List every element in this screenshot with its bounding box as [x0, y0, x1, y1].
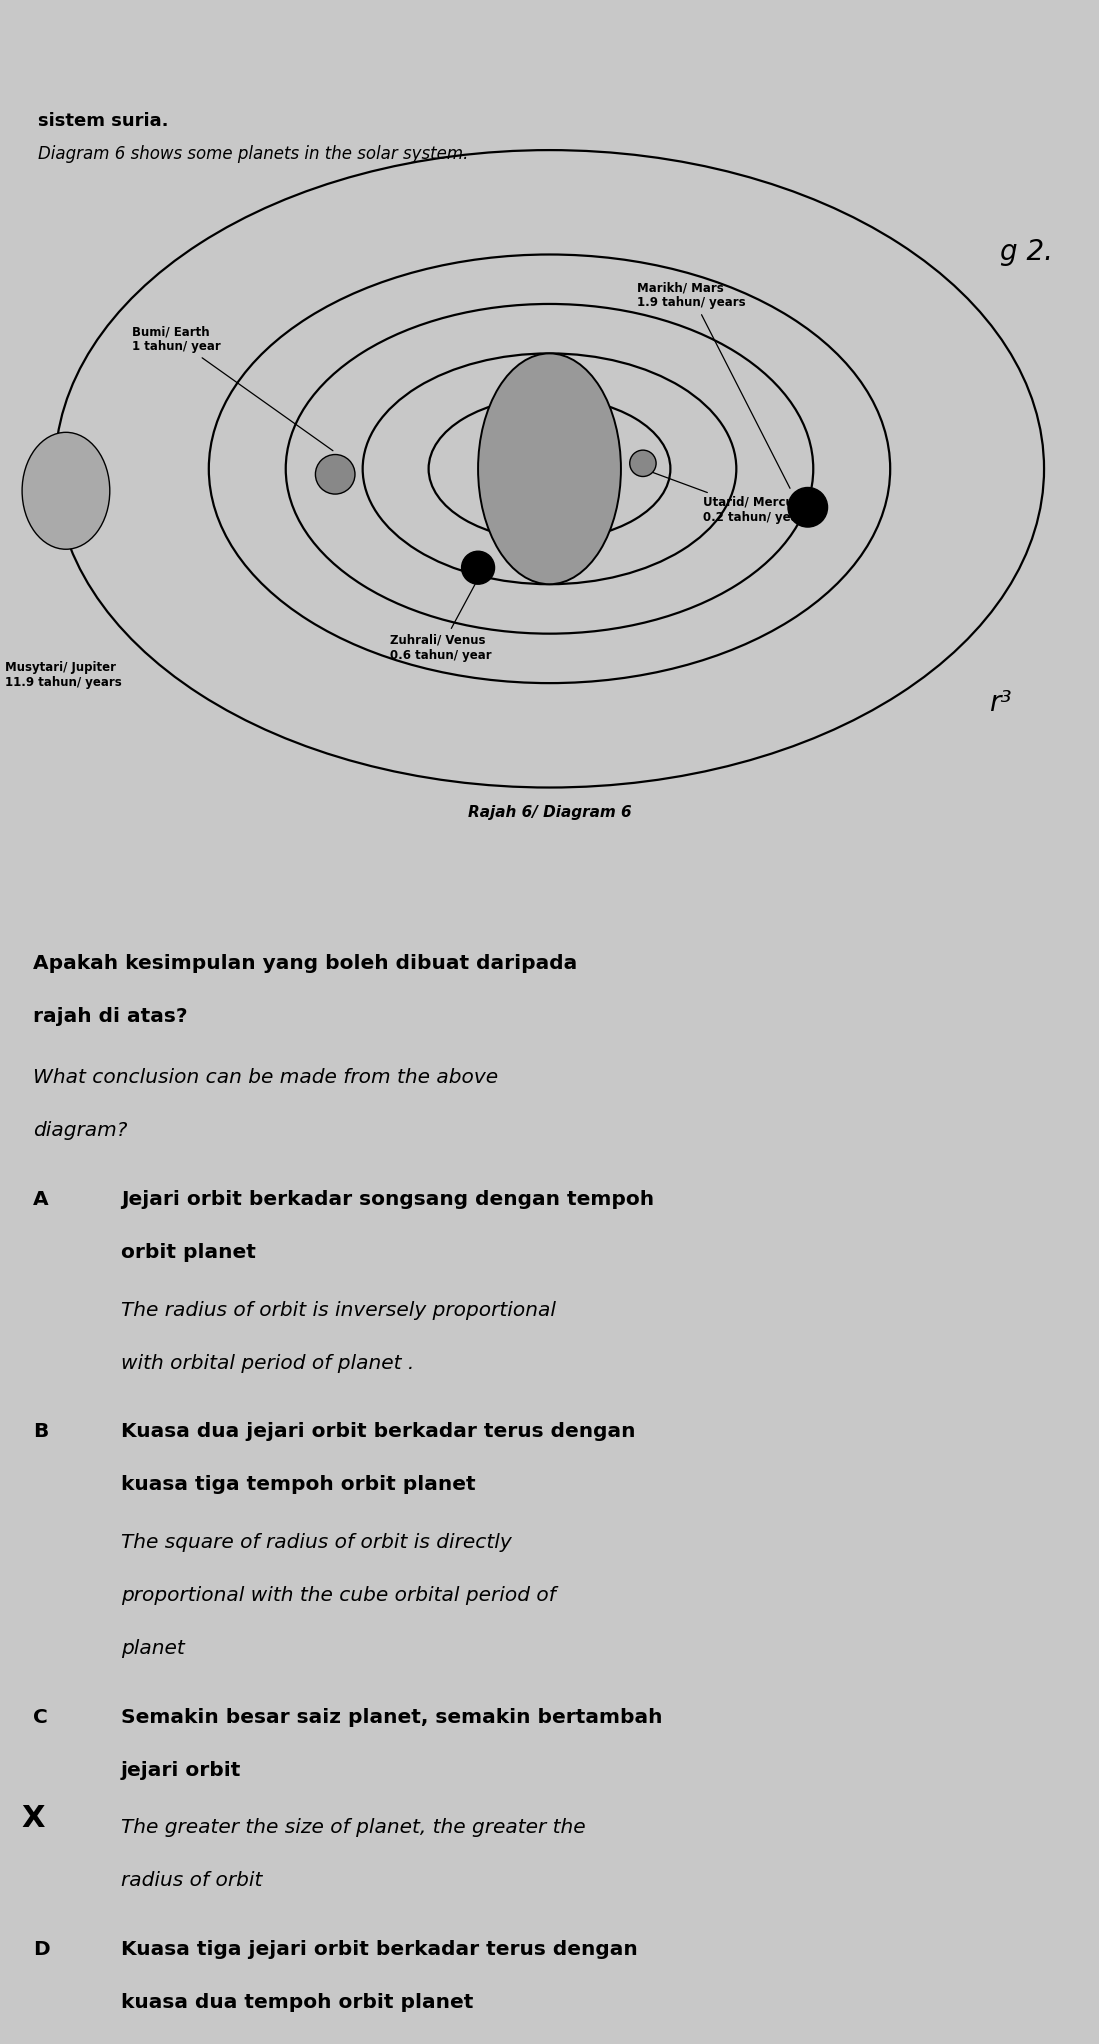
- Text: Bumi/ Earth
1 tahun/ year: Bumi/ Earth 1 tahun/ year: [132, 325, 333, 452]
- Text: radius of orbit: radius of orbit: [121, 1872, 263, 1891]
- Text: proportional with the cube orbital period of: proportional with the cube orbital perio…: [121, 1586, 556, 1605]
- Text: C: C: [33, 1707, 47, 1727]
- Text: Zuhrali/ Venus
0.6 tahun/ year: Zuhrali/ Venus 0.6 tahun/ year: [390, 580, 491, 662]
- Text: Marikh/ Mars
1.9 tahun/ years: Marikh/ Mars 1.9 tahun/ years: [637, 282, 790, 489]
- Text: kuasa dua tempoh orbit planet: kuasa dua tempoh orbit planet: [121, 1993, 474, 2011]
- Text: orbit planet: orbit planet: [121, 1243, 256, 1261]
- Circle shape: [630, 450, 656, 476]
- Text: The radius of orbit is inversely proportional: The radius of orbit is inversely proport…: [121, 1300, 556, 1320]
- Text: Musytari/ Jupiter
11.9 tahun/ years: Musytari/ Jupiter 11.9 tahun/ years: [5, 660, 122, 689]
- Text: D: D: [33, 1940, 49, 1958]
- Text: sistem suria.: sistem suria.: [38, 112, 169, 129]
- Text: The greater the size of planet, the greater the: The greater the size of planet, the grea…: [121, 1819, 586, 1838]
- Text: Jejari orbit berkadar songsang dengan tempoh: Jejari orbit berkadar songsang dengan te…: [121, 1190, 654, 1208]
- Text: diagram?: diagram?: [33, 1122, 127, 1141]
- Text: X: X: [21, 1803, 45, 1833]
- Text: Kuasa tiga jejari orbit berkadar terus dengan: Kuasa tiga jejari orbit berkadar terus d…: [121, 1940, 637, 1958]
- Text: Diagram 6 shows some planets in the solar system.: Diagram 6 shows some planets in the sola…: [38, 145, 469, 164]
- Text: Kuasa dua jejari orbit berkadar terus dengan: Kuasa dua jejari orbit berkadar terus de…: [121, 1423, 635, 1441]
- Text: jejari orbit: jejari orbit: [121, 1760, 242, 1780]
- Text: with orbital period of planet .: with orbital period of planet .: [121, 1353, 414, 1374]
- Text: Rajah 6/ Diagram 6: Rajah 6/ Diagram 6: [468, 805, 631, 820]
- Ellipse shape: [478, 354, 621, 585]
- Text: Utarid/ Mercury
0.2 tahun/ year: Utarid/ Mercury 0.2 tahun/ year: [645, 470, 808, 523]
- Ellipse shape: [22, 433, 110, 550]
- Text: What conclusion can be made from the above: What conclusion can be made from the abo…: [33, 1069, 498, 1087]
- Text: kuasa tiga tempoh orbit planet: kuasa tiga tempoh orbit planet: [121, 1476, 476, 1494]
- Text: planet: planet: [121, 1639, 185, 1658]
- Circle shape: [462, 552, 495, 585]
- Text: A: A: [33, 1190, 48, 1208]
- Circle shape: [315, 454, 355, 495]
- Circle shape: [788, 486, 828, 527]
- Text: rajah di atas?: rajah di atas?: [33, 1008, 188, 1026]
- Text: B: B: [33, 1423, 48, 1441]
- Text: r³: r³: [989, 689, 1011, 717]
- Text: Semakin besar saiz planet, semakin bertambah: Semakin besar saiz planet, semakin berta…: [121, 1707, 663, 1727]
- Text: The square of radius of orbit is directly: The square of radius of orbit is directl…: [121, 1533, 512, 1551]
- Text: Apakah kesimpulan yang boleh dibuat daripada: Apakah kesimpulan yang boleh dibuat dari…: [33, 955, 577, 973]
- Text: g 2.: g 2.: [1000, 237, 1053, 266]
